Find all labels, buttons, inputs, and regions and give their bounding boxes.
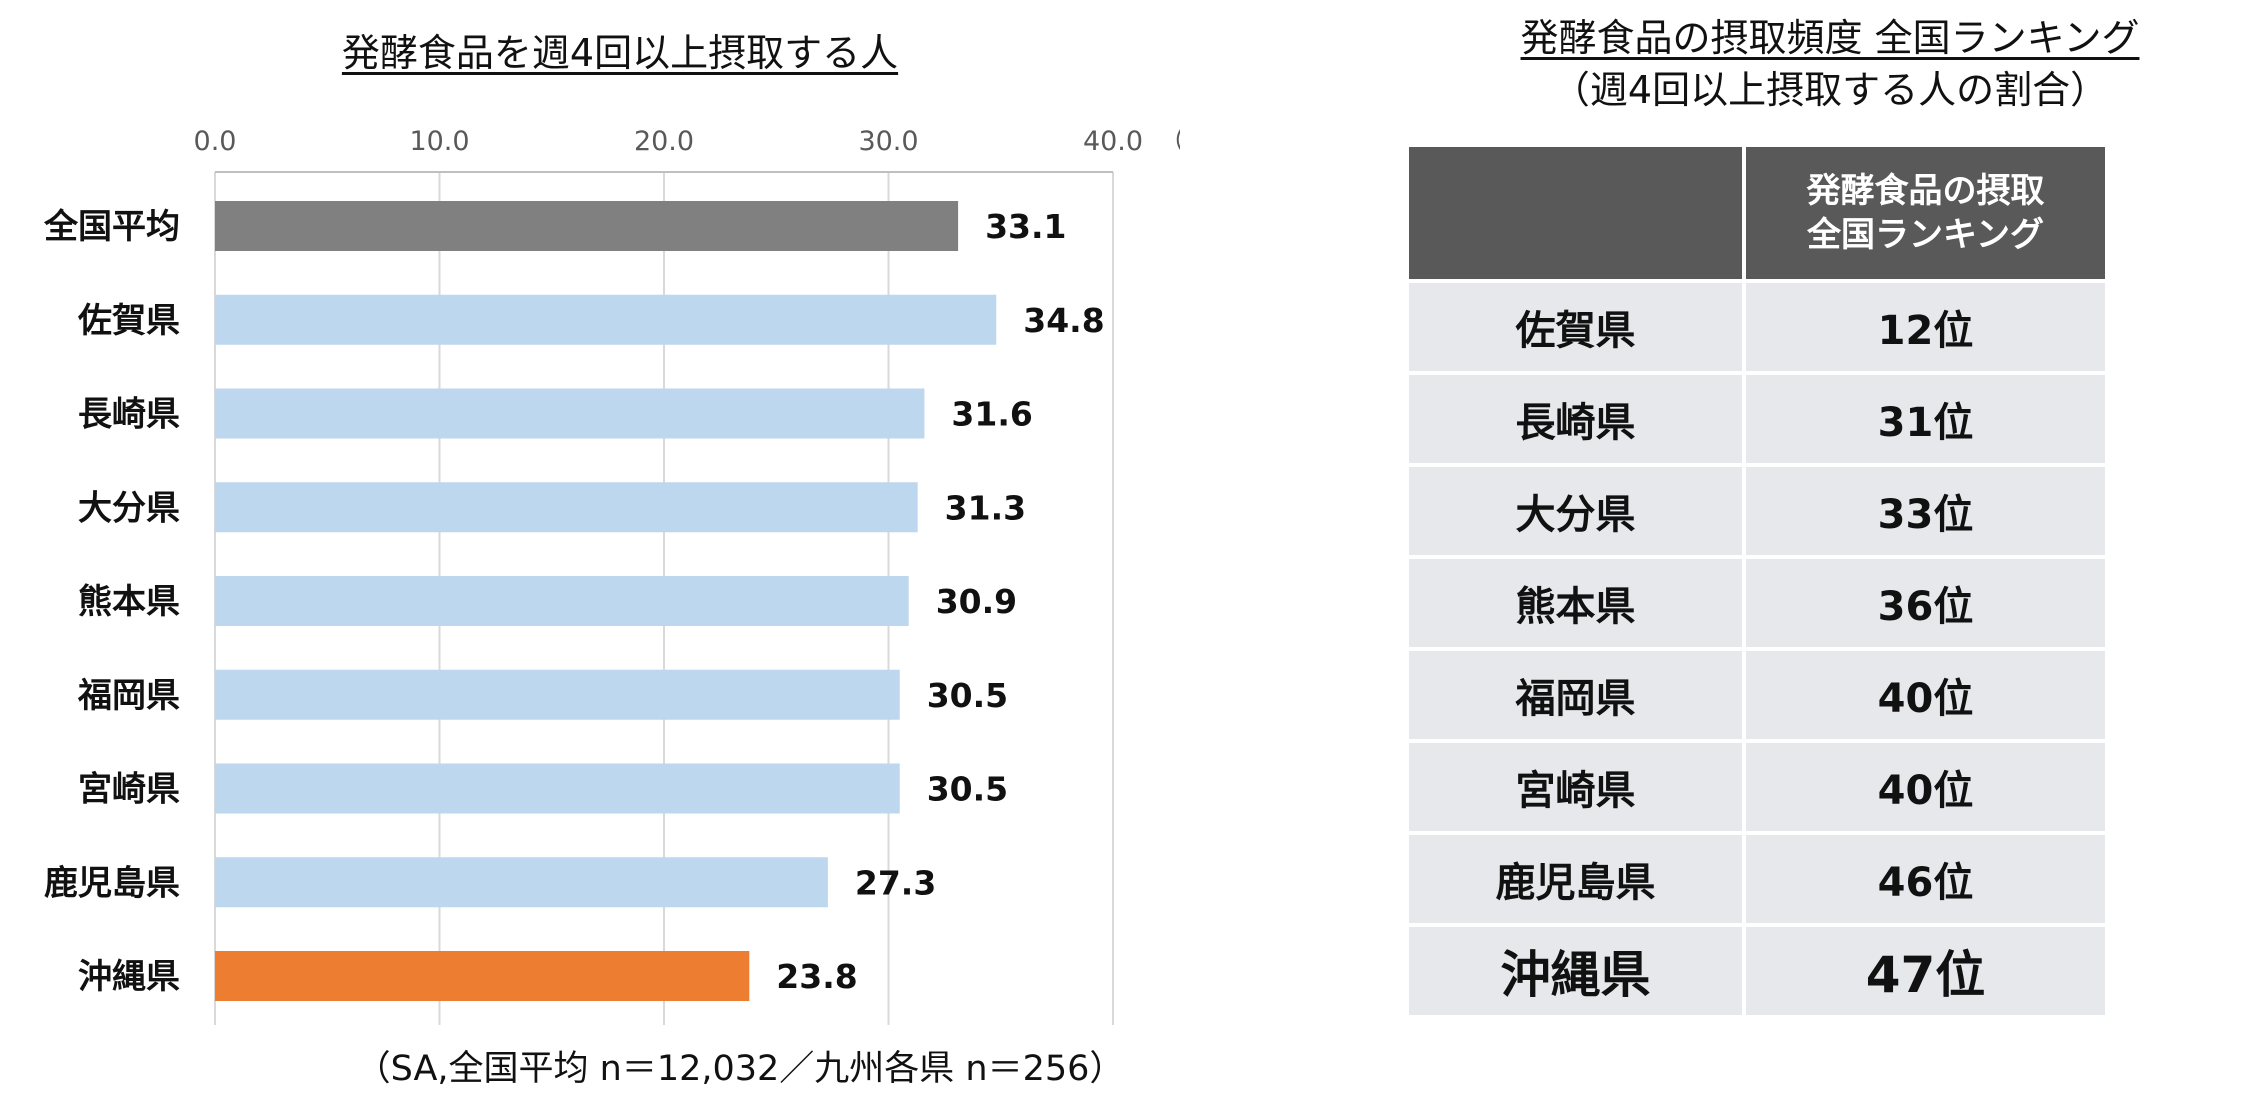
ranking-row: 福岡県 40位 — [1409, 651, 2105, 739]
data-label: 30.5 — [927, 770, 1008, 809]
bar — [215, 951, 750, 1001]
data-label: 27.3 — [855, 863, 936, 902]
category-label: 大分県 — [78, 488, 180, 528]
category-label: 沖縄県 — [78, 957, 180, 997]
bar — [215, 669, 900, 720]
x-unit-label: （%） — [1158, 126, 1180, 157]
x-tick-label: 40.0 — [1083, 126, 1143, 157]
ranking-row: 長崎県 31位 — [1409, 375, 2105, 463]
category-label: 福岡県 — [77, 676, 180, 716]
ranking-rank-cell: 12位 — [1746, 283, 2105, 371]
bar — [215, 763, 900, 814]
category-label: 宮崎県 — [78, 770, 180, 810]
ranking-row: 鹿児島県 46位 — [1409, 835, 2105, 923]
chart-title: 発酵食品を週4回以上摂取する人 — [341, 31, 899, 75]
ranking-table: 発酵食品の摂取 全国ランキング 佐賀県 12位 長崎県 31位 大分県 33位 … — [1405, 143, 2109, 1019]
ranking-rank-cell: 40位 — [1746, 743, 2105, 831]
bar — [215, 201, 959, 251]
ranking-pref-cell: 宮崎県 — [1409, 743, 1742, 831]
ranking-header-line1: 発酵食品の摂取 — [1806, 171, 2045, 211]
data-label: 33.1 — [985, 207, 1066, 246]
ranking-header-row: 発酵食品の摂取 全国ランキング — [1409, 147, 2105, 279]
ranking-pref-cell: 長崎県 — [1409, 375, 1742, 463]
ranking-row: 熊本県 36位 — [1409, 559, 2105, 647]
ranking-rank-cell: 46位 — [1746, 835, 2105, 923]
ranking-header-rank: 発酵食品の摂取 全国ランキング — [1746, 147, 2105, 279]
bar — [215, 576, 909, 626]
ranking-rank-cell: 33位 — [1746, 467, 2105, 555]
ranking-rank-cell: 47位 — [1746, 927, 2105, 1015]
ranking-header-line2: 全国ランキング — [1807, 215, 2044, 255]
ranking-pref-cell: 鹿児島県 — [1409, 835, 1742, 923]
category-label: 鹿児島県 — [44, 863, 180, 903]
ranking-pref-cell: 大分県 — [1409, 467, 1742, 555]
bar-chart: 0.0 10.0 20.0 30.0 40.0 （%） 全国平均 33.1 佐賀県 34.8 長崎県… — [43, 126, 1180, 1025]
ranking-header-empty — [1409, 147, 1742, 279]
bar — [215, 482, 918, 533]
ranking-title-line2: （週4回以上摂取する人の割合） — [1551, 68, 2109, 112]
ranking-title-line1: 発酵食品の摂取頻度 全国ランキング — [1520, 16, 2140, 60]
bar — [215, 388, 925, 439]
ranking-pref-cell: 熊本県 — [1409, 559, 1742, 647]
data-label: 23.8 — [776, 957, 857, 996]
ranking-title: 発酵食品の摂取頻度 全国ランキング （週4回以上摂取する人の割合） — [1380, 12, 2259, 116]
bar — [215, 857, 828, 908]
category-label: 長崎県 — [78, 395, 180, 435]
category-label: 全国平均 — [43, 207, 180, 247]
x-tick-label: 30.0 — [858, 126, 918, 157]
ranking-row: 佐賀県 12位 — [1409, 283, 2105, 371]
ranking-rank-cell: 40位 — [1746, 651, 2105, 739]
data-label: 34.8 — [1023, 301, 1104, 340]
ranking-row: 宮崎県 40位 — [1409, 743, 2105, 831]
ranking-row: 大分県 33位 — [1409, 467, 2105, 555]
x-tick-label: 0.0 — [194, 126, 237, 157]
x-tick-label: 10.0 — [409, 126, 469, 157]
ranking-pref-cell: 沖縄県 — [1409, 927, 1742, 1015]
x-tick-label: 20.0 — [634, 126, 694, 157]
category-label: 佐賀県 — [77, 301, 180, 341]
chart-footnote: （SA,全国平均 n＝12,032／九州各県 n＝256） — [355, 1049, 1125, 1089]
ranking-rank-cell: 31位 — [1746, 375, 2105, 463]
ranking-pref-cell: 福岡県 — [1409, 651, 1742, 739]
data-label: 30.5 — [927, 676, 1008, 715]
ranking-row-highlight: 沖縄県 47位 — [1409, 927, 2105, 1015]
data-label: 31.6 — [951, 395, 1032, 434]
ranking-rank-cell: 36位 — [1746, 559, 2105, 647]
ranking-pref-cell: 佐賀県 — [1409, 283, 1742, 371]
data-label: 30.9 — [936, 582, 1017, 621]
category-label: 熊本県 — [78, 582, 180, 622]
bar — [215, 294, 997, 345]
data-label: 31.3 — [945, 488, 1026, 527]
